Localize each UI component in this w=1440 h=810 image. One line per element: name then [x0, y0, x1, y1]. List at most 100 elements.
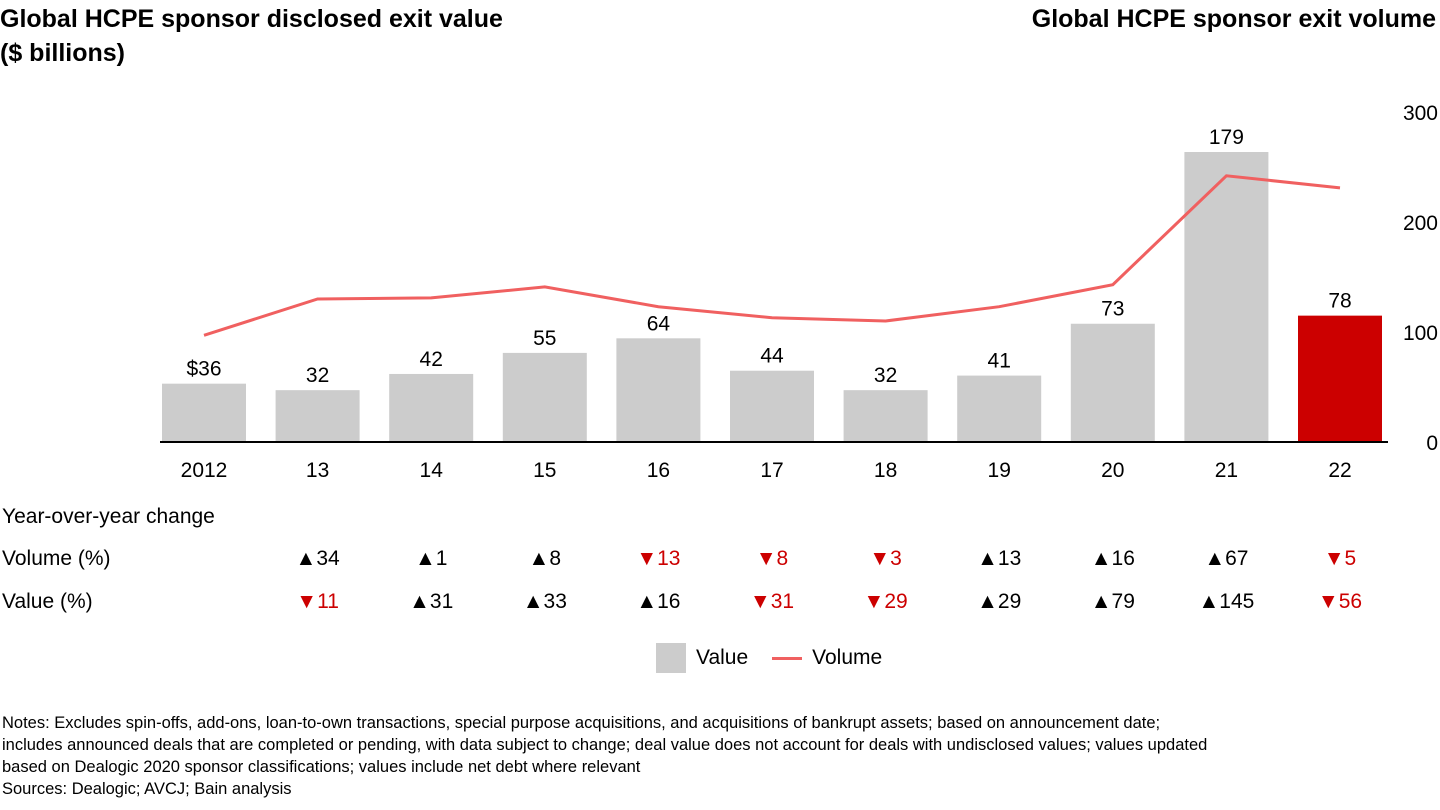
triangle-up-icon: ▲ [522, 590, 544, 613]
triangle-up-icon: ▲ [295, 547, 317, 570]
yoy-cell: ▼31 [750, 590, 794, 614]
x-axis-group: 2012 13 14 15 16 17 18 19 20 21 22 [160, 441, 1388, 482]
yoy-row-label: Volume (%) [2, 547, 111, 570]
notes-line: includes announced deals that are comple… [2, 736, 1208, 754]
yoy-cell: ▲13 [977, 547, 1021, 571]
bar [502, 352, 587, 442]
yoy-cell-value: 79 [1111, 590, 1135, 613]
bar [1298, 315, 1382, 442]
yoy-cell-value: 33 [543, 590, 567, 613]
yoy-cell: ▼3 [869, 547, 901, 571]
bar-group [162, 152, 1382, 442]
yoy-cell-value: 16 [1111, 547, 1135, 570]
yoy-cell: ▲1 [415, 547, 447, 571]
sources-line: Sources: Dealogic; AVCJ; Bain analysis [2, 780, 292, 798]
bar-value-label: 42 [420, 348, 443, 371]
yoy-cell-value: 29 [997, 590, 1022, 613]
volume-line [203, 174, 1341, 337]
x-tick-label: 19 [988, 459, 1011, 482]
triangle-up-icon: ▲ [1204, 547, 1226, 570]
bar [162, 383, 246, 442]
yoy-cell: ▲29 [977, 590, 1021, 614]
right-axis-group: 0 100 200 300 [1403, 102, 1438, 455]
chart-title-left: Global HCPE sponsor disclosed exit value… [0, 2, 503, 70]
legend-volume-swatch [772, 656, 803, 660]
yoy-cell: ▲16 [636, 590, 680, 614]
legend-value-swatch [656, 643, 686, 673]
bar-value-label: 44 [760, 345, 784, 368]
bar [957, 375, 1042, 442]
yoy-cell: ▼5 [1324, 547, 1356, 571]
yoy-cell: ▲16 [1091, 547, 1135, 571]
yoy-cell-value: 67 [1225, 547, 1249, 570]
triangle-up-icon: ▲ [977, 590, 998, 613]
x-tick-label: 20 [1101, 459, 1124, 482]
bar-value-label: 64 [647, 312, 671, 335]
triangle-down-icon: ▼ [296, 590, 318, 613]
legend-volume-label: Volume [812, 646, 883, 669]
yoy-cell: ▲67 [1204, 547, 1248, 571]
triangle-down-icon: ▼ [749, 590, 771, 613]
yoy-cell-value: 16 [657, 590, 681, 613]
right-axis-tick-label: 200 [1403, 212, 1438, 235]
yoy-cell-value: 3 [890, 547, 902, 570]
bar-value-label: 78 [1328, 290, 1351, 313]
bar-value-label: 32 [306, 364, 329, 387]
bar-value-label: $36 [186, 358, 221, 381]
yoy-cell-value: 34 [316, 547, 340, 570]
legend-value-label: Value [696, 646, 749, 669]
yoy-cell: ▲34 [296, 547, 340, 571]
x-tick-label: 13 [306, 459, 329, 482]
triangle-up-icon: ▲ [636, 590, 658, 613]
yoy-cell: ▼56 [1318, 590, 1362, 614]
yoy-cell-value: 31 [770, 590, 795, 613]
yoy-cell: ▲31 [409, 590, 453, 614]
x-tick-label: 17 [760, 459, 783, 482]
combo-chart: $36 32 42 55 64 44 32 41 73 179 78 2012 13 14 15 16 17 1… [160, 102, 1438, 482]
yoy-cell: ▲79 [1091, 590, 1135, 614]
yoy-cell: ▲8 [529, 547, 561, 571]
yoy-cell-value: 13 [657, 547, 681, 570]
right-axis-tick-label: 100 [1403, 322, 1438, 345]
yoy-cell: ▲145 [1198, 590, 1254, 614]
yoy-heading: Year-over-year change [2, 505, 215, 528]
x-tick-label: 16 [647, 459, 670, 482]
bar-value-label: 73 [1101, 298, 1124, 321]
bar-value-label: 179 [1209, 126, 1244, 149]
triangle-down-icon: ▼ [755, 547, 777, 570]
triangle-down-icon: ▼ [869, 547, 891, 570]
yoy-cell-value: 11 [317, 590, 339, 613]
bar [275, 390, 360, 442]
x-tick-label: 22 [1328, 459, 1351, 482]
chart-title-left-line2: ($ billions) [0, 39, 125, 67]
yoy-cell-value: 8 [549, 547, 562, 570]
yoy-cell: ▼13 [636, 547, 680, 571]
yoy-cell-value: 145 [1219, 590, 1255, 613]
notes-line: based on Dealogic 2020 sponsor classific… [2, 758, 641, 776]
bar [730, 370, 814, 442]
volume-line-group [203, 174, 1341, 337]
yoy-cell: ▼29 [864, 590, 908, 614]
yoy-cell-value: 5 [1344, 547, 1357, 570]
triangle-up-icon: ▲ [1090, 547, 1112, 570]
yoy-cell: ▼8 [756, 547, 788, 571]
yoy-row-label: Value (%) [2, 590, 93, 613]
x-tick-label: 15 [533, 459, 556, 482]
x-tick-label: 21 [1215, 459, 1238, 482]
triangle-down-icon: ▼ [1317, 590, 1339, 613]
yoy-cell: ▼11 [296, 590, 339, 614]
chart-title-right: Global HCPE sponsor exit volume [1031, 5, 1436, 33]
triangle-down-icon: ▼ [636, 547, 658, 570]
bar-label-group: $36 32 42 55 64 44 32 41 73 179 78 [186, 126, 1351, 387]
right-axis-tick-label: 0 [1426, 432, 1438, 455]
x-tick-label: 14 [420, 459, 444, 482]
bar [389, 373, 474, 442]
yoy-cell: ▲33 [523, 590, 567, 614]
triangle-up-icon: ▲ [1090, 590, 1112, 613]
yoy-cell-value: 1 [435, 547, 448, 570]
yoy-cell-value: 29 [884, 590, 908, 613]
x-tick-label: 2012 [181, 459, 228, 482]
yoy-cell-value: 31 [429, 590, 454, 613]
right-axis-tick-label: 300 [1403, 102, 1438, 125]
bar-value-label: 41 [988, 350, 1011, 373]
